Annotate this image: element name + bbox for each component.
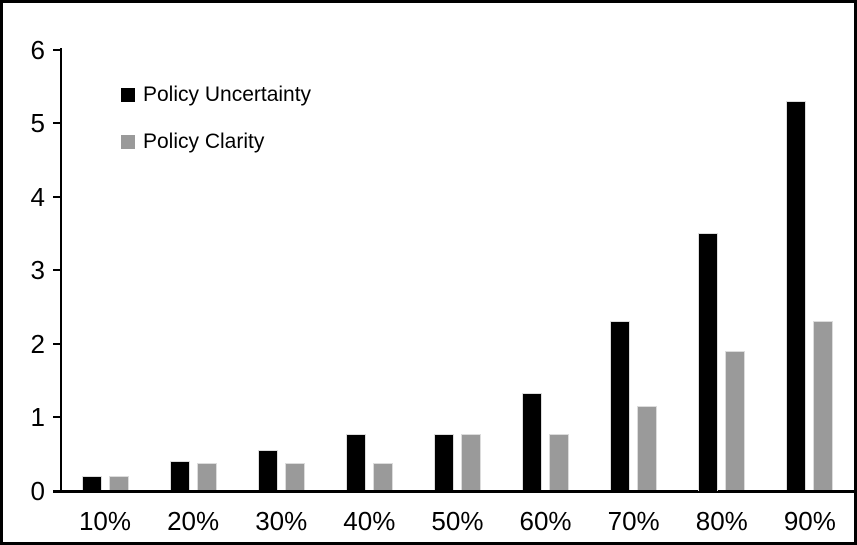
bar-policy-clarity [284,462,305,491]
legend-item-policy-uncertainty: Policy Uncertainty [121,81,311,108]
y-tick-label: 4 [30,181,45,212]
y-tick-mark [53,195,62,198]
legend-label-policy-uncertainty: Policy Uncertainty [143,82,312,106]
bar-policy-clarity [108,475,129,491]
y-tick-label: 1 [30,402,45,432]
x-axis-label: 70% [607,506,660,536]
bar-policy-uncertainty [257,450,278,491]
legend-swatch-policy-clarity-icon [121,134,135,149]
legend: Policy Uncertainty Policy Clarity [121,81,311,175]
bar-policy-uncertainty [169,461,190,491]
legend-item-policy-clarity: Policy Clarity [121,128,311,155]
x-axis-label: 40% [343,506,396,536]
x-axis-line [53,490,854,493]
y-tick-label: 3 [30,255,45,285]
bar-policy-uncertainty [610,321,631,491]
x-axis-label: 90% [783,506,836,536]
bar-policy-clarity [813,321,834,491]
y-tick-mark [53,342,62,345]
bar-policy-uncertainty [81,475,102,491]
y-tick-mark [53,489,62,492]
bar-policy-uncertainty [522,392,543,491]
bar-policy-clarity [461,433,481,491]
bar-policy-uncertainty [786,100,807,491]
bar-policy-clarity [196,462,217,491]
x-axis-label: 30% [255,506,308,536]
bar-policy-uncertainty [345,433,366,491]
bar-policy-clarity [549,433,570,491]
x-axis-label: 20% [167,506,220,536]
x-axis-label: 60% [519,506,572,536]
x-axis-label: 50% [431,506,484,536]
legend-swatch-policy-uncertainty-icon [121,87,135,102]
bar-policy-clarity [637,405,658,491]
y-tick-mark [53,48,62,51]
bar-policy-clarity [725,350,746,491]
y-tick-label: 6 [30,34,45,65]
bar-policy-uncertainty [698,233,719,491]
y-tick-label: 5 [30,108,45,138]
bar-policy-uncertainty [434,433,454,491]
y-tick-mark [53,269,62,271]
y-tick-label: 0 [30,475,45,506]
y-tick-label: 2 [30,328,45,359]
y-tick-mark [53,416,62,418]
bar-policy-clarity [372,462,393,491]
legend-label-policy-clarity: Policy Clarity [143,129,265,153]
x-axis-label: 10% [78,506,132,536]
y-tick-mark [53,122,62,124]
x-axis-label: 80% [695,506,748,536]
